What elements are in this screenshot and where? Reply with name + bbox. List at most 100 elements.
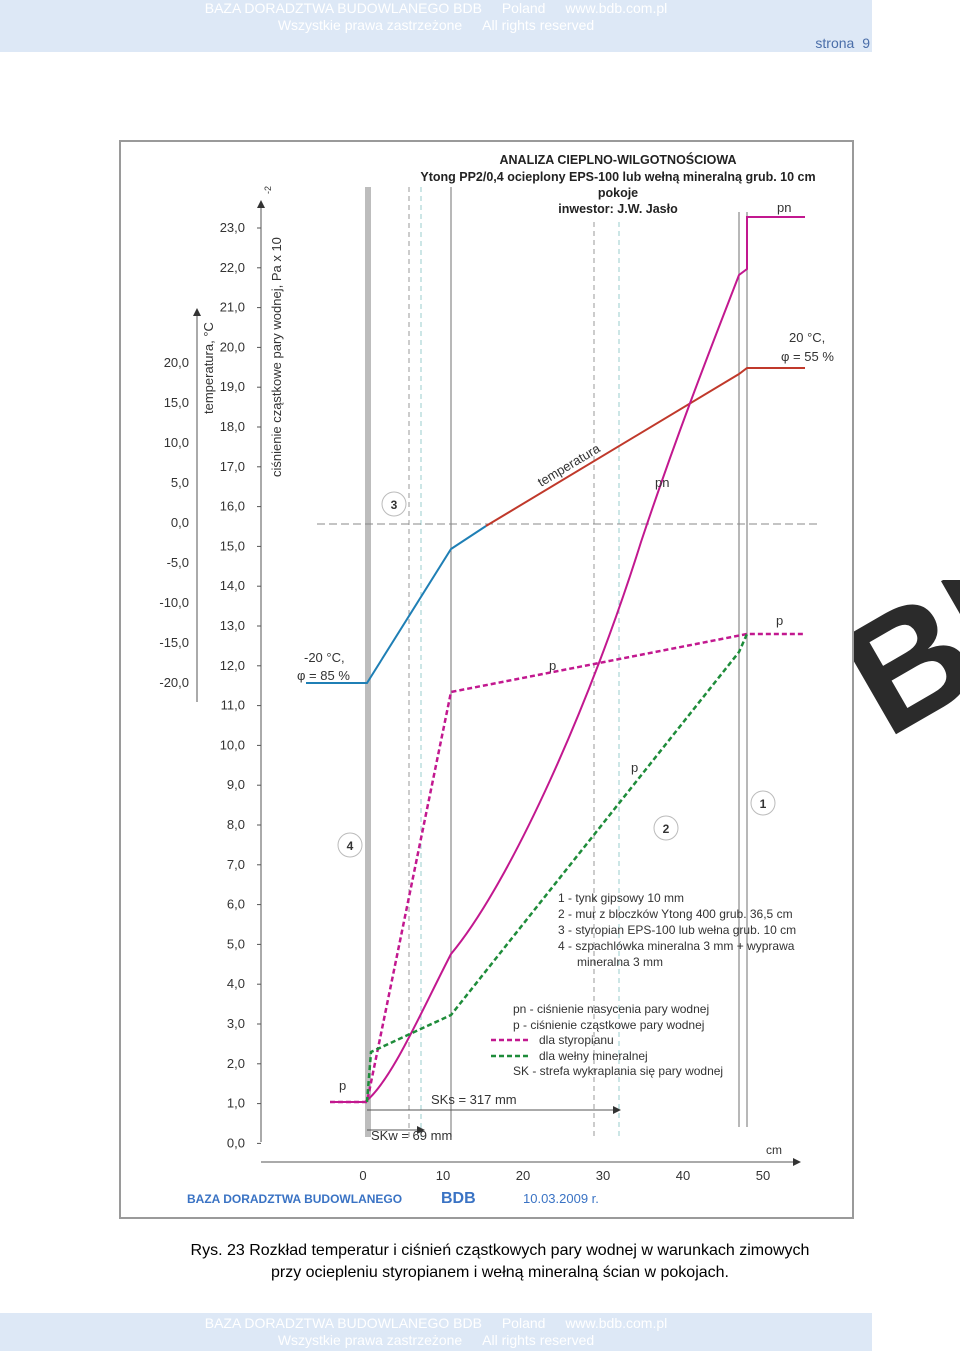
layer-marker-4: 4	[347, 839, 354, 853]
temperature-tick-label: 5,0	[171, 475, 189, 490]
skw-label: SKw = 69 mm	[371, 1128, 452, 1143]
pn-saturation-curve	[330, 216, 805, 1103]
p-curve-styrofoam	[330, 632, 805, 1104]
header-rights-en: All rights reserved	[482, 17, 595, 33]
legend-layer-4-cont: mineralna 3 mm	[577, 955, 663, 969]
pressure-tick-label: 1,0	[227, 1096, 245, 1111]
page-number: strona 9	[811, 35, 870, 51]
inside-conditions: 20 °C, φ = 55 %	[781, 330, 834, 364]
pressure-tick-label: 13,0	[220, 618, 245, 633]
pressure-tick-label: 11,0	[221, 698, 245, 713]
pressure-tick-label: 0,0	[227, 1135, 245, 1150]
pressure-tick-label: 17,0	[220, 459, 245, 474]
page-label: strona	[815, 35, 855, 51]
layer-marker-3: 3	[391, 498, 398, 512]
legend-sk: SK - strefa wykraplania się pary wodnej	[513, 1064, 723, 1078]
header-rights-pl: Wszystkie prawa zastrzeżone	[277, 17, 463, 33]
temperature-axis-label: temperatura, °C	[201, 322, 216, 414]
label-temperatura: temperatura	[535, 440, 603, 489]
page-number-value: 9	[862, 35, 870, 51]
caption-line-1: Rys. 23 Rozkład temperatur i ciśnień czą…	[190, 1242, 810, 1259]
pressure-axis-label: ciśnienie cząstkowe pary wodnej, Pa x 10	[269, 237, 284, 477]
figure-footer: BAZA DORADZTWA BUDOWLANEGO BDB 10.03.200…	[187, 1190, 599, 1207]
watermark-logo: BDB	[850, 580, 960, 780]
legend-styrofoam: dla styropianu	[539, 1033, 614, 1047]
pressure-tick-label: 16,0	[220, 499, 245, 514]
footer-rights-en: All rights reserved	[482, 1332, 595, 1348]
pressure-tick-label: 4,0	[227, 976, 245, 991]
title-line-2: Ytong PP2/0,4 ocieplony EPS-100 lub wełn…	[420, 170, 815, 184]
legend-layer-4: 4 - szpachlówka mineralna 3 mm + wyprawa	[558, 939, 795, 953]
pressure-tick-label: 6,0	[227, 897, 245, 912]
temperature-tick-label: 10,0	[164, 435, 189, 450]
pressure-tick-label: 7,0	[227, 857, 245, 872]
figure-brand-bdb: BDB	[441, 1190, 476, 1207]
temperature-tick-label: -5,0	[167, 555, 189, 570]
temperature-curve-cold	[306, 525, 487, 684]
pressure-tick-label: 10,0	[220, 737, 245, 752]
curve-legend: pn - ciśnienie nasycenia pary wodnej p -…	[491, 1002, 723, 1078]
inside-humidity: φ = 55 %	[781, 349, 834, 364]
pressure-tick-label: 5,0	[227, 936, 245, 951]
title-line-4: inwestor: J.W. Jasło	[558, 202, 678, 216]
label-p-green: p	[631, 760, 638, 775]
pressure-tick-label: 14,0	[220, 578, 245, 593]
title-line-1: ANALIZA CIEPLNO-WILGOTNOŚCIOWA	[499, 152, 736, 167]
distance-tick-label: 50	[756, 1168, 770, 1183]
title-line-3: pokoje	[598, 186, 638, 200]
temperature-tick-label: 0,0	[171, 515, 189, 530]
distance-tick-label: 40	[676, 1168, 690, 1183]
label-p-mid: p	[549, 658, 556, 673]
temperature-tick-label: -15,0	[159, 635, 189, 650]
layer-legend: 1 - tynk gipsowy 10 mm 2 - mur z bloczkó…	[558, 891, 796, 969]
distance-tick-label: 0	[359, 1168, 366, 1183]
distance-tick-label: 20	[516, 1168, 530, 1183]
temperature-ticks: 20,0 15,0 10,0 5,0 0,0 -5,0 -10,0 -15,0 -20,0	[159, 355, 189, 690]
pressure-tick-label: 8,0	[227, 817, 245, 832]
outside-temperature: -20 °C,	[304, 650, 345, 665]
curve-labels: temperatura pn pn p p p p	[339, 200, 791, 1093]
inside-temperature: 20 °C,	[789, 330, 825, 345]
legend-pn: pn - ciśnienie nasycenia pary wodnej	[513, 1002, 709, 1016]
pressure-tick-label: 9,0	[227, 777, 245, 792]
figure-brand: BAZA DORADZTWA BUDOWLANEGO	[187, 1192, 402, 1206]
layer-markers: 1 2 3 4	[337, 491, 776, 858]
layer-marker-1: 1	[760, 797, 767, 811]
temperature-curve-warm	[485, 367, 805, 527]
outside-humidity: φ = 85 %	[297, 668, 350, 683]
footer-band: BAZA DORADZTWA BUDOWLANEGO BDB Poland ww…	[0, 1313, 872, 1351]
pressure-tick-label: 2,0	[227, 1056, 245, 1071]
pressure-tick-label: 15,0	[220, 538, 245, 553]
diagram-figure: ANALIZA CIEPLNO-WILGOTNOŚCIOWA Ytong PP2…	[119, 140, 854, 1219]
sk-zones: SKs = 317 mm SKw = 69 mm	[367, 1092, 621, 1143]
layer-marker-2: 2	[663, 822, 670, 836]
footer-company: BAZA DORADZTWA BUDOWLANEGO BDB	[204, 1315, 482, 1331]
sks-label: SKs = 317 mm	[431, 1092, 517, 1107]
label-p-left: p	[339, 1078, 346, 1093]
temperature-tick-label: 20,0	[164, 355, 189, 370]
distance-tick-label: 10	[436, 1168, 450, 1183]
outside-conditions: -20 °C, φ = 85 %	[297, 650, 350, 683]
header-band: BAZA DORADZTWA BUDOWLANEGO BDB Poland ww…	[0, 0, 872, 52]
header-company: BAZA DORADZTWA BUDOWLANEGO BDB	[204, 0, 482, 16]
legend-wool: dla wełny mineralnej	[539, 1049, 648, 1063]
pressure-tick-label: 20,0	[220, 339, 245, 354]
header-url[interactable]: www.bdb.com.pl	[565, 0, 668, 16]
header-country: Poland	[501, 0, 546, 16]
distance-unit: cm	[766, 1143, 782, 1157]
distance-ticks: 0 10 20 30 40 50	[359, 1168, 770, 1183]
legend-p: p - ciśnienie cząstkowe pary wodnej	[513, 1018, 704, 1032]
temperature-tick-label: -20,0	[159, 675, 189, 690]
footer-url[interactable]: www.bdb.com.pl	[565, 1315, 668, 1331]
p-curve-wool	[365, 633, 749, 1103]
figure-date: 10.03.2009 r.	[523, 1191, 599, 1206]
caption-line-2: przy ociepleniu styropianem i wełną mine…	[270, 1264, 729, 1281]
temperature-tick-label: -10,0	[159, 595, 189, 610]
legend-layer-2: 2 - mur z bloczków Ytong 400 grub. 36,5 …	[558, 907, 793, 921]
distance-tick-label: 30	[596, 1168, 610, 1183]
diagram-svg: ANALIZA CIEPLNO-WILGOTNOŚCIOWA Ytong PP2…	[159, 152, 834, 1207]
label-pn-top: pn	[777, 200, 791, 215]
pressure-tick-label: 3,0	[227, 1016, 245, 1031]
pressure-tick-label: 21,0	[220, 300, 245, 315]
pressure-tick-label: 23,0	[220, 220, 245, 235]
